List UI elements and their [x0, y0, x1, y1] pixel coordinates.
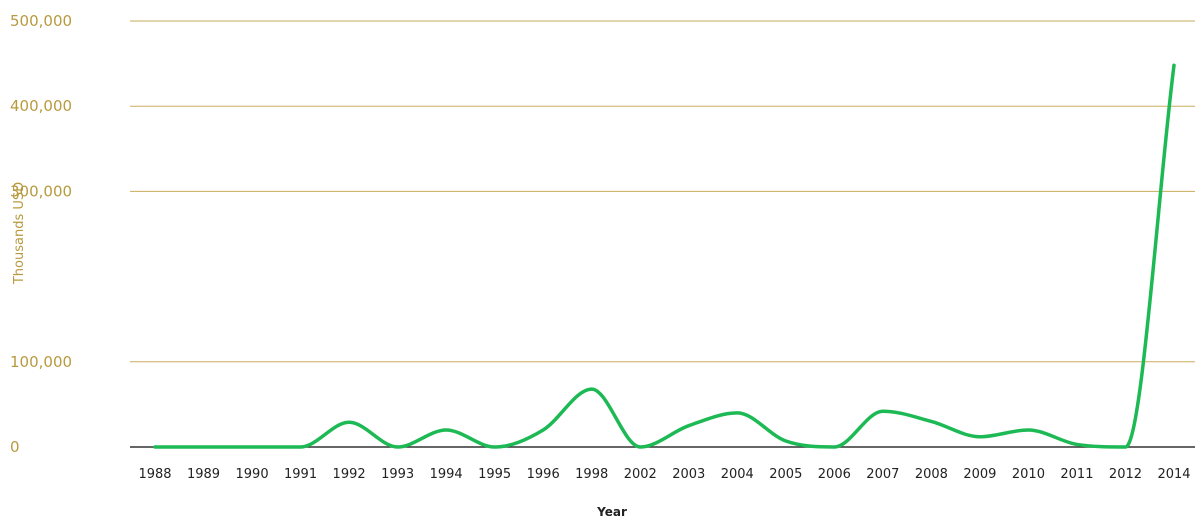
x-tick-label: 1996	[527, 467, 560, 482]
series-line	[153, 63, 1176, 449]
x-tick-label: 2002	[624, 467, 657, 482]
x-tick-label: 1994	[430, 467, 463, 482]
y-tick-label: 0	[10, 438, 20, 456]
x-tick-label: 1992	[333, 467, 366, 482]
y-tick-label: 300,000	[10, 182, 72, 200]
y-axis-label: Thousands USD	[12, 182, 27, 285]
y-tick-label: 400,000	[10, 97, 72, 115]
x-axis-label: Year	[596, 505, 627, 519]
x-tick-label: 2012	[1109, 467, 1142, 482]
x-tick-label: 1998	[575, 467, 608, 482]
x-tick-label: 2003	[672, 467, 705, 482]
x-tick-label: 2007	[866, 467, 899, 482]
x-tick-label: 2010	[1012, 467, 1045, 482]
x-tick-label: 1988	[138, 467, 171, 482]
grid-layer	[130, 20, 1195, 448]
x-tick-label: 1989	[187, 467, 220, 482]
x-tick-label: 1990	[236, 467, 269, 482]
y-tick-label: 100,000	[10, 353, 72, 371]
x-tick-label: 2009	[963, 467, 996, 482]
x-tick-label: 1991	[284, 467, 317, 482]
x-tick-label: 2006	[818, 467, 851, 482]
x-tick-label: 2004	[721, 467, 754, 482]
y-axis-ticks: 0 100,000 300,000 400,000 500,000	[10, 12, 72, 456]
x-tick-label: 1993	[381, 467, 414, 482]
series-layer	[153, 63, 1176, 449]
x-axis-ticks: 1988 1989 1990 1991 1992 1993 1994 1995 1996 1998…	[138, 467, 1190, 482]
x-tick-label: 2005	[769, 467, 802, 482]
x-tick-label: 1995	[478, 467, 511, 482]
y-tick-label: 500,000	[10, 12, 72, 30]
x-tick-label: 2014	[1157, 467, 1190, 482]
x-tick-label: 2011	[1060, 467, 1093, 482]
x-tick-label: 2008	[915, 467, 948, 482]
